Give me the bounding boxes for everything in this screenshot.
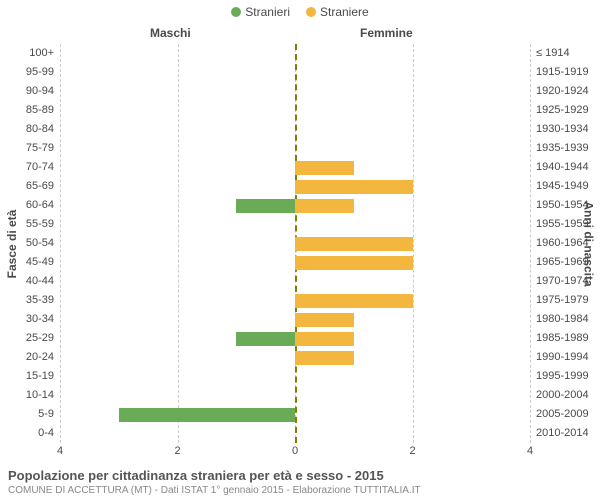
birth-year-label: 1985-1989 xyxy=(536,332,589,344)
legend-item-0: Stranieri xyxy=(231,4,290,19)
age-label: 10-14 xyxy=(26,389,54,401)
x-tick-label: 2 xyxy=(174,445,180,457)
bar-female xyxy=(295,180,413,194)
age-label: 40-44 xyxy=(26,275,54,287)
legend-label: Stranieri xyxy=(245,5,290,19)
age-label: 5-9 xyxy=(38,408,54,420)
birth-year-label: 1930-1934 xyxy=(536,123,589,135)
x-tick-label: 2 xyxy=(409,445,415,457)
age-label: 25-29 xyxy=(26,332,54,344)
birth-year-label: 1935-1939 xyxy=(536,142,589,154)
bar-female xyxy=(295,256,413,270)
plot-area: Fasce di età Anni di nascita 42024100+≤ … xyxy=(60,44,530,443)
section-title-male: Maschi xyxy=(150,26,191,40)
birth-year-label: 2010-2014 xyxy=(536,427,589,439)
age-label: 100+ xyxy=(29,47,54,59)
birth-year-label: 1955-1959 xyxy=(536,218,589,230)
x-tick-label: 4 xyxy=(57,445,63,457)
birth-year-label: 2000-2004 xyxy=(536,389,589,401)
y-axis-title-left: Fasce di età xyxy=(5,209,19,278)
grid-line xyxy=(530,44,531,443)
bar-female xyxy=(295,199,354,213)
footer-subtitle: COMUNE DI ACCETTURA (MT) - Dati ISTAT 1°… xyxy=(8,485,592,496)
age-label: 0-4 xyxy=(38,427,54,439)
grid-line xyxy=(178,44,179,443)
bar-female xyxy=(295,351,354,365)
age-label: 30-34 xyxy=(26,313,54,325)
age-label: 55-59 xyxy=(26,218,54,230)
bar-male xyxy=(236,199,295,213)
footer: Popolazione per cittadinanza straniera p… xyxy=(8,468,592,496)
legend-swatch-icon xyxy=(306,7,316,17)
bar-female xyxy=(295,237,413,251)
legend: Stranieri Straniere xyxy=(0,4,600,19)
bar-male xyxy=(236,332,295,346)
birth-year-label: 2005-2009 xyxy=(536,408,589,420)
figure: Stranieri Straniere Maschi Femmine Fasce … xyxy=(0,0,600,500)
birth-year-label: 1995-1999 xyxy=(536,370,589,382)
bar-female xyxy=(295,313,354,327)
birth-year-label: 1950-1954 xyxy=(536,199,589,211)
grid-line xyxy=(413,44,414,443)
age-label: 45-49 xyxy=(26,256,54,268)
footer-title: Popolazione per cittadinanza straniera p… xyxy=(8,468,592,483)
birth-year-label: 1970-1974 xyxy=(536,275,589,287)
age-label: 65-69 xyxy=(26,180,54,192)
age-label: 90-94 xyxy=(26,85,54,97)
birth-year-label: 1940-1944 xyxy=(536,161,589,173)
birth-year-label: 1925-1929 xyxy=(536,104,589,116)
birth-year-label: 1920-1924 xyxy=(536,85,589,97)
age-label: 70-74 xyxy=(26,161,54,173)
x-tick-label: 4 xyxy=(527,445,533,457)
birth-year-label: 1965-1969 xyxy=(536,256,589,268)
birth-year-label: 1915-1919 xyxy=(536,66,589,78)
bar-female xyxy=(295,161,354,175)
age-label: 60-64 xyxy=(26,199,54,211)
age-label: 75-79 xyxy=(26,142,54,154)
legend-swatch-icon xyxy=(231,7,241,17)
grid-line xyxy=(60,44,61,443)
birth-year-label: 1945-1949 xyxy=(536,180,589,192)
bar-male xyxy=(119,408,295,422)
x-tick-label: 0 xyxy=(292,445,298,457)
age-label: 15-19 xyxy=(26,370,54,382)
section-title-female: Femmine xyxy=(360,26,413,40)
bar-female xyxy=(295,294,413,308)
birth-year-label: 1975-1979 xyxy=(536,294,589,306)
birth-year-label: ≤ 1914 xyxy=(536,47,570,59)
bar-female xyxy=(295,332,354,346)
age-label: 20-24 xyxy=(26,351,54,363)
age-label: 95-99 xyxy=(26,66,54,78)
age-label: 50-54 xyxy=(26,237,54,249)
birth-year-label: 1960-1964 xyxy=(536,237,589,249)
age-label: 35-39 xyxy=(26,294,54,306)
birth-year-label: 1980-1984 xyxy=(536,313,589,325)
legend-item-1: Straniere xyxy=(306,4,369,19)
chart-area: Maschi Femmine Fasce di età Anni di nasc… xyxy=(60,26,530,444)
legend-label: Straniere xyxy=(320,5,369,19)
birth-year-label: 1990-1994 xyxy=(536,351,589,363)
age-label: 80-84 xyxy=(26,123,54,135)
age-label: 85-89 xyxy=(26,104,54,116)
